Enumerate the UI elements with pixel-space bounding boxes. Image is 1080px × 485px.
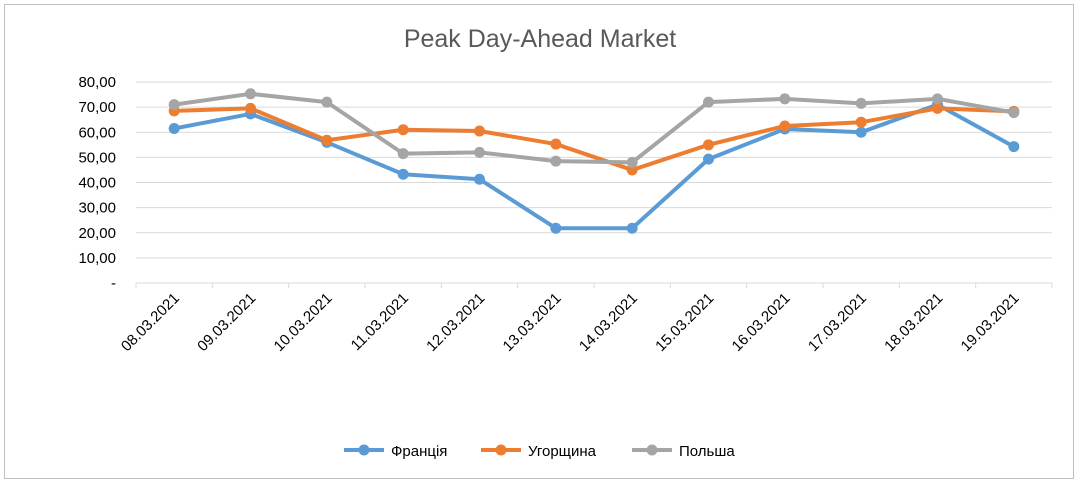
data-point <box>626 156 638 168</box>
data-point <box>626 222 638 234</box>
y-axis-ticks: - 10,00 20,00 30,00 40,00 50,00 60,00 70,00 80,0… <box>78 74 116 292</box>
x-tick-label: 08.03.2021 <box>118 290 183 355</box>
data-point <box>1008 107 1020 119</box>
y-tick-label: 20,00 <box>78 225 116 242</box>
data-point <box>779 93 791 105</box>
y-tick-label: 60,00 <box>78 124 116 141</box>
data-point <box>855 97 867 109</box>
x-tick-label: 12.03.2021 <box>423 290 488 355</box>
data-point <box>245 102 256 114</box>
data-point <box>1008 141 1020 153</box>
data-point <box>703 96 714 108</box>
data-point <box>855 126 867 138</box>
legend-swatch-marker <box>495 444 507 456</box>
legend-item: Франція <box>344 443 447 460</box>
data-point <box>626 164 638 176</box>
legend-swatch-marker <box>358 444 370 456</box>
data-point <box>474 173 485 185</box>
series-line <box>172 91 1016 165</box>
data-point <box>779 120 791 132</box>
x-tick-label: 17.03.2021 <box>805 290 870 355</box>
x-tick-label: 16.03.2021 <box>729 290 794 355</box>
legend-item: Угорщина <box>481 443 597 460</box>
y-tick-label: 40,00 <box>78 175 116 192</box>
x-tick-label: 18.03.2021 <box>881 290 946 355</box>
data-point <box>932 93 943 105</box>
x-tick-label: 15.03.2021 <box>652 290 717 355</box>
data-point <box>168 99 180 111</box>
data-point <box>397 148 409 160</box>
data-point <box>397 168 409 180</box>
chart-title: Peak Day-Ahead Market <box>404 25 676 53</box>
y-tick-label: 50,00 <box>78 149 116 166</box>
y-tick-label: 70,00 <box>78 99 116 116</box>
data-point <box>245 88 256 100</box>
legend-item: Польша <box>632 443 735 460</box>
data-point <box>855 116 867 128</box>
y-tick-label: 30,00 <box>78 200 116 217</box>
legend-label: Франція <box>391 443 447 460</box>
series-group <box>168 88 1020 234</box>
x-tick-label: 09.03.2021 <box>194 290 259 355</box>
y-tick-label: - <box>111 275 116 292</box>
chart-frame <box>4 4 1074 479</box>
series-line <box>172 106 1016 172</box>
series-3 <box>168 88 1020 168</box>
y-tick-label: 10,00 <box>78 250 116 267</box>
x-axis: 08.03.2021 09.03.2021 10.03.2021 11.03.2021… <box>118 282 1053 355</box>
x-tick-label: 10.03.2021 <box>271 290 336 355</box>
x-tick-label: 14.03.2021 <box>576 290 641 355</box>
legend-label: Угорщина <box>528 443 597 460</box>
series-2 <box>168 102 1020 176</box>
data-point <box>550 138 562 150</box>
gridlines <box>136 81 1052 259</box>
legend-label: Польша <box>679 443 735 460</box>
data-point <box>474 125 485 137</box>
data-point <box>703 139 714 151</box>
x-tick-label: 19.03.2021 <box>958 290 1023 355</box>
data-point <box>397 124 409 136</box>
data-point <box>550 222 562 234</box>
data-point <box>321 134 333 146</box>
y-tick-label: 80,00 <box>78 74 116 91</box>
data-point <box>321 96 333 108</box>
data-point <box>703 153 714 165</box>
x-tick-label: 13.03.2021 <box>500 290 565 355</box>
series-1 <box>168 99 1020 234</box>
x-tick-label: 11.03.2021 <box>348 290 412 354</box>
data-point <box>168 122 180 134</box>
data-point <box>550 155 562 167</box>
data-point <box>474 146 485 158</box>
legend-swatch-marker <box>646 444 658 456</box>
series-line <box>172 102 1016 231</box>
data-point <box>932 102 943 114</box>
legend: Франція Угорщина Польша <box>344 443 735 460</box>
